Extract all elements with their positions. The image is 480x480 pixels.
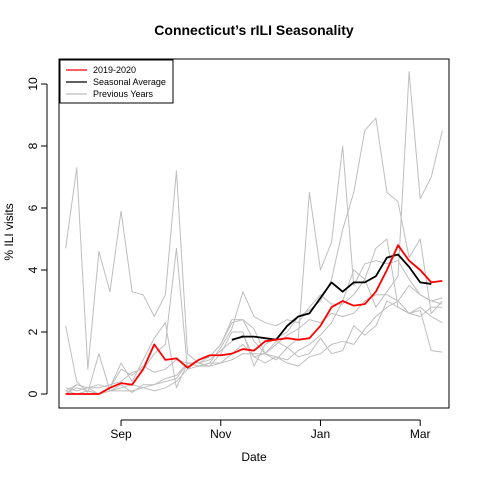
x-tick-label: Mar <box>410 427 431 441</box>
series-line-seasonal-average <box>231 253 432 341</box>
y-tick-label: 2 <box>26 328 40 335</box>
y-tick-label: 10 <box>26 77 40 91</box>
axes: 0 2 4 6 8 10 Sep Nov Jan Mar <box>26 77 431 441</box>
y-tick-label: 4 <box>26 266 40 273</box>
series-line-previous-year <box>65 238 443 392</box>
series-line-2019-2020 <box>65 244 443 395</box>
legend-label: 2019-2020 <box>93 65 136 75</box>
y-tick-label: 6 <box>26 204 40 211</box>
chart-title: Connecticut’s rILI Seasonality <box>154 22 354 38</box>
series-line-previous-year <box>65 247 443 395</box>
y-axis-label: % ILI visits <box>2 203 16 260</box>
legend-label: Seasonal Average <box>93 77 166 87</box>
x-tick-label: Sep <box>110 427 132 441</box>
series-line-previous-year <box>65 285 443 395</box>
y-tick-label: 0 <box>26 390 40 397</box>
series-line-previous-year <box>65 167 443 370</box>
legend-box <box>59 59 174 104</box>
series-line-previous-year <box>65 71 443 395</box>
x-tick-label: Nov <box>210 427 231 441</box>
legend-label: Previous Years <box>93 89 154 99</box>
plot-area <box>65 71 443 395</box>
x-tick-label: Jan <box>311 427 330 441</box>
legend: 2019-2020 Seasonal Average Previous Years <box>59 59 174 104</box>
x-axis-label: Date <box>241 450 267 464</box>
plot-frame <box>58 58 450 409</box>
y-tick-label: 8 <box>26 142 40 149</box>
